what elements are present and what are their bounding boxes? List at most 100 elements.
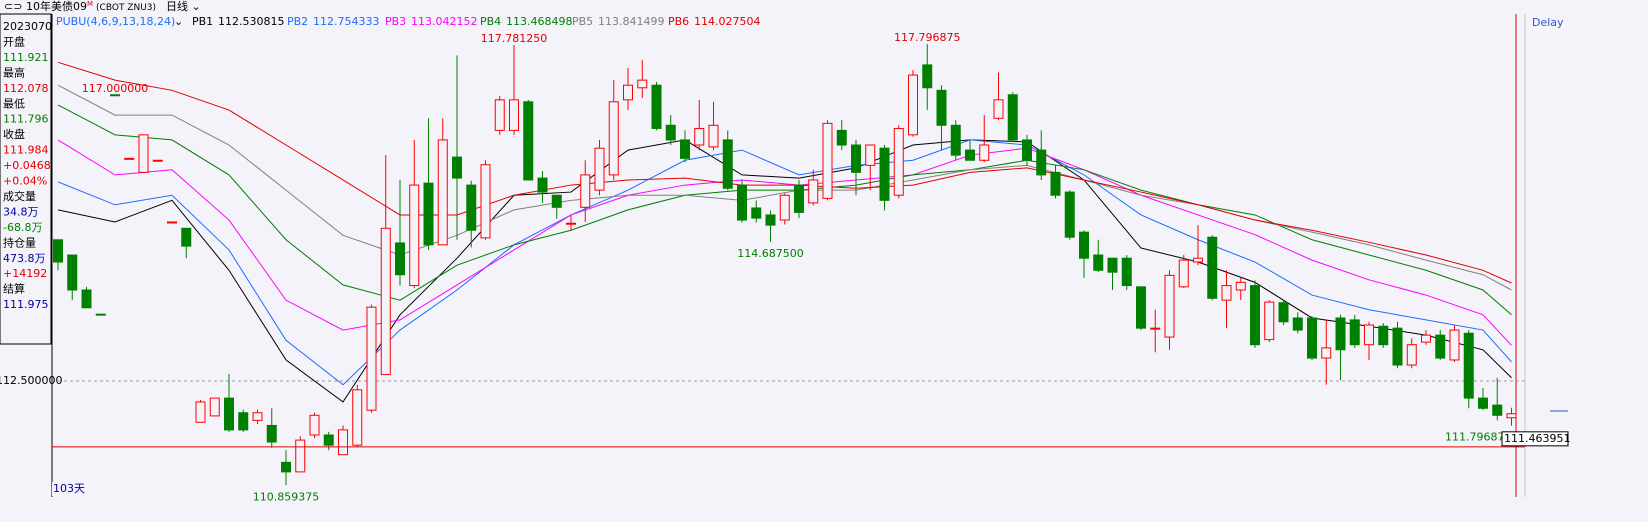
candle-body <box>1435 334 1446 359</box>
candle-body <box>879 147 890 201</box>
candle-body <box>1278 302 1289 323</box>
candle-body <box>1221 285 1232 301</box>
info-row: 111.796 <box>3 113 49 126</box>
candle-body <box>366 306 377 411</box>
price-annotation: 117.000000 <box>82 82 148 95</box>
legend-value: 113.468498 <box>506 15 572 28</box>
candle-body <box>338 429 348 456</box>
candle-body <box>352 389 363 446</box>
candle-body <box>238 412 249 431</box>
candle-body <box>993 99 1004 119</box>
y-tick-label: 112.500000 <box>0 374 62 387</box>
candle-body <box>195 401 206 423</box>
info-row: -68.8万 <box>3 221 42 234</box>
candle-body <box>794 184 804 213</box>
info-row: 112.078 <box>3 82 49 95</box>
title: 10年美债09 <box>26 0 87 13</box>
candle-body <box>965 149 975 161</box>
candle-body <box>1178 259 1189 288</box>
candle-body <box>922 64 933 89</box>
candle-body <box>209 397 220 417</box>
info-row: 成交量 <box>3 189 36 203</box>
price-annotation: 117.781250 <box>481 32 547 45</box>
candle-body <box>1250 285 1260 346</box>
legend-value: 112.754333 <box>313 15 379 28</box>
candle-body <box>651 84 662 129</box>
legend-name: PB2 <box>287 15 308 28</box>
candle-body <box>722 139 733 189</box>
candle-body <box>1207 236 1218 299</box>
info-row: 最高 <box>3 65 25 79</box>
candle-body <box>295 439 306 473</box>
legend-name: PB4 <box>480 15 501 28</box>
legend-value: 113.841499 <box>598 15 664 28</box>
indicator-line <box>57 139 1512 386</box>
superscript: M <box>87 0 93 8</box>
info-row: +0.04% <box>3 175 47 188</box>
info-row: 开盘 <box>3 34 25 48</box>
candle-body <box>110 94 120 97</box>
candle-body <box>893 127 904 196</box>
period-text: 日线 <box>166 0 188 13</box>
legend-value: 113.042152 <box>411 15 477 28</box>
candle-body <box>1064 191 1075 238</box>
candle-body <box>224 397 234 431</box>
candle-body <box>537 177 548 193</box>
candle-body <box>95 313 106 316</box>
candle-body <box>152 159 163 162</box>
candle-body <box>452 156 462 179</box>
candle-body <box>694 127 705 146</box>
info-row: 111.921 <box>3 51 49 64</box>
candle-body <box>1335 317 1346 351</box>
candle-body <box>1506 413 1517 419</box>
candle-body <box>566 222 576 225</box>
candle-body <box>1193 257 1203 263</box>
candle-body <box>1136 286 1146 329</box>
price-annotation: 111.796875 <box>1445 431 1511 444</box>
candle-body <box>1121 257 1132 287</box>
candle-body <box>950 124 961 156</box>
candle-body <box>908 74 918 136</box>
info-row: 持仓量 <box>3 235 36 249</box>
candle-body <box>437 139 448 246</box>
candle-body <box>637 79 648 89</box>
candle-body <box>1463 332 1474 399</box>
legend-name: PB1 <box>192 15 213 28</box>
info-row: 473.8万 <box>3 252 46 265</box>
price-annotation: 110.859375 <box>253 490 319 503</box>
info-row: 34.8万 <box>3 205 39 218</box>
candle-body <box>1449 329 1460 361</box>
candle-body <box>409 184 420 287</box>
overlay: PUBU(4,6,9,13,18,24)⌄ PB1 112.530815 PB2 112… <box>56 15 1570 503</box>
candle-body <box>751 207 762 219</box>
info-panel <box>0 13 52 345</box>
candle-body <box>1349 319 1360 346</box>
candle-body <box>1492 404 1503 416</box>
period[interactable]: 日线 ⌄ <box>166 0 201 13</box>
candle-body <box>1050 171 1061 196</box>
candle-body <box>1364 324 1374 346</box>
candle-body <box>480 164 491 239</box>
candle-body <box>124 157 135 160</box>
candle-body <box>1079 231 1089 259</box>
candle-body <box>936 89 947 126</box>
count-box <box>52 482 88 496</box>
candle-body <box>1292 317 1303 331</box>
info-row: 最低 <box>3 97 25 110</box>
candle-body <box>1164 274 1175 338</box>
candle-body <box>323 434 334 446</box>
header-title[interactable]: 10年美债09M (CBOT ZNU3) <box>26 0 156 13</box>
candle-body <box>1307 317 1317 359</box>
legend-value: 114.027504 <box>694 15 760 28</box>
info-row: 20230705 <box>3 20 59 33</box>
info-row: 111.984 <box>3 144 49 157</box>
header-icon: ⊂⊃ <box>4 0 22 13</box>
candle-body <box>1264 301 1275 341</box>
candle-body <box>836 129 847 146</box>
candle-body <box>1392 327 1403 366</box>
candle-body <box>309 414 320 436</box>
candle-body <box>281 461 291 473</box>
candle-body <box>67 254 78 291</box>
candle-body <box>523 101 534 181</box>
candle-body <box>1478 397 1488 409</box>
